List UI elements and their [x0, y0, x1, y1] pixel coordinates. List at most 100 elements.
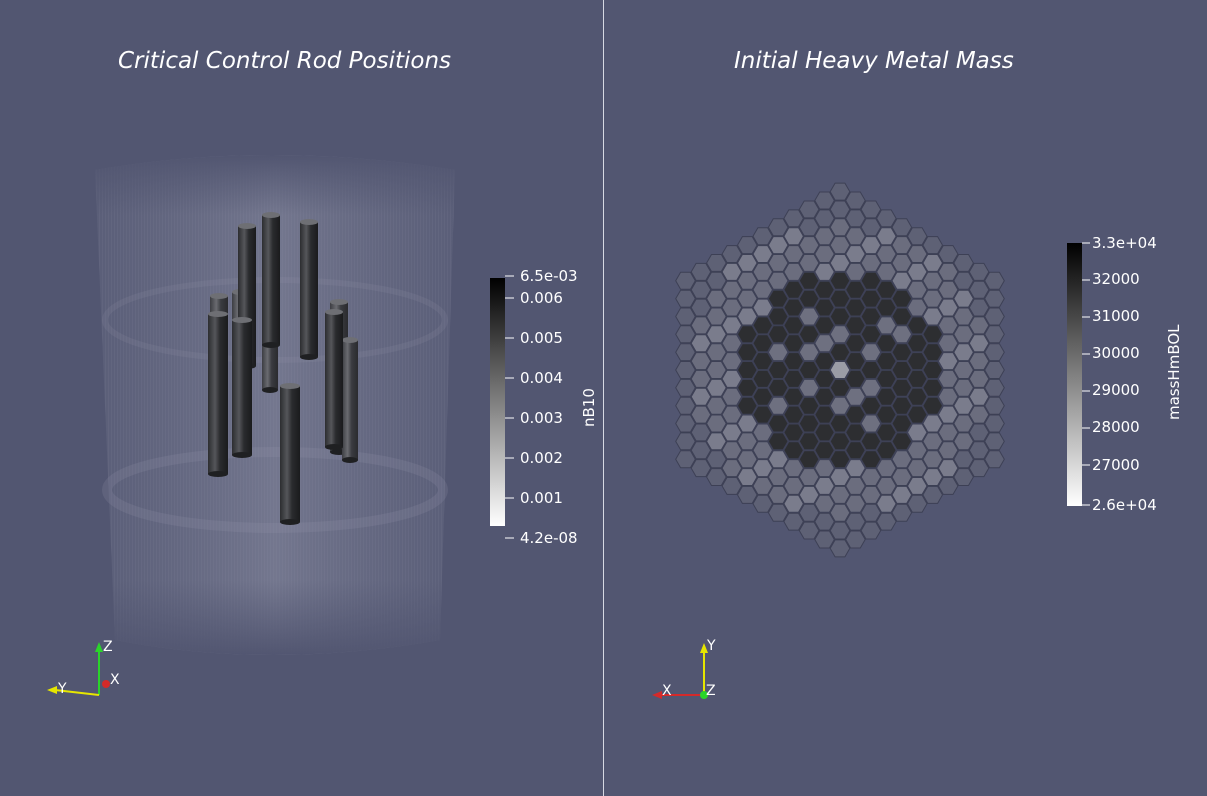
- hex-assembly: [767, 236, 789, 255]
- hex-assembly: [860, 343, 882, 362]
- hex-assembly: [891, 236, 913, 255]
- hex-assembly: [752, 280, 774, 299]
- control-rod: [280, 386, 300, 522]
- hex-assembly: [860, 432, 882, 451]
- hex-assembly: [829, 218, 851, 237]
- hex-assembly: [814, 494, 835, 513]
- nb10-tick: 0.005: [520, 329, 563, 347]
- hex-assembly: [721, 477, 743, 495]
- hex-assembly: [706, 325, 727, 344]
- hex-assembly: [767, 325, 789, 344]
- hex-assembly: [783, 512, 804, 531]
- hex-assembly: [783, 352, 804, 371]
- hex-assembly: [860, 485, 882, 504]
- hex-assembly: [798, 503, 820, 522]
- hex-assembly: [752, 369, 774, 388]
- hex-assembly: [721, 262, 743, 281]
- nb10-max-label: 6.5e-03: [520, 267, 578, 285]
- hex-assembly: [814, 441, 835, 460]
- hex-assembly: [876, 512, 897, 531]
- hex-assembly: [829, 468, 851, 486]
- hex-assembly: [675, 361, 696, 379]
- control-rod: [208, 314, 228, 474]
- left-view-title: Critical Control Rod Positions: [118, 48, 452, 74]
- hex-assembly: [984, 325, 1005, 344]
- hex-assembly: [814, 387, 835, 406]
- orientation-axes-left: [47, 642, 110, 696]
- hex-assembly: [752, 441, 774, 460]
- hex-assembly: [814, 262, 835, 281]
- hex-assembly: [876, 405, 897, 424]
- hex-assembly: [675, 414, 696, 433]
- hex-assembly: [829, 521, 851, 540]
- hex-assembly: [953, 378, 974, 397]
- hex-assembly: [876, 262, 897, 281]
- hex-assembly: [860, 361, 882, 379]
- hex-assembly: [953, 450, 974, 469]
- hex-assembly: [706, 343, 727, 362]
- hex-assembly: [736, 325, 758, 344]
- hex-assembly: [736, 450, 758, 469]
- hex-assembly: [814, 245, 835, 263]
- hex-assembly: [968, 316, 990, 335]
- right-view-title: Initial Heavy Metal Mass: [734, 48, 1014, 74]
- hex-assembly: [891, 254, 913, 272]
- hex-assembly: [860, 271, 882, 290]
- hex-assembly: [814, 512, 835, 531]
- control-rod: [300, 222, 318, 357]
- hex-assembly: [860, 325, 882, 344]
- hex-assembly: [814, 530, 835, 549]
- hex-assembly: [860, 289, 882, 308]
- hex-assembly: [937, 262, 959, 281]
- hex-assembly: [984, 307, 1005, 326]
- hex-assembly: [721, 387, 743, 406]
- hex-assembly: [721, 405, 743, 424]
- hex-assembly: [829, 414, 851, 433]
- hex-assembly: [906, 494, 928, 513]
- hex-assembly: [922, 325, 944, 344]
- hex-assembly: [891, 271, 913, 290]
- masshmbol-colorbar: [1067, 243, 1082, 506]
- hex-assembly: [752, 316, 774, 335]
- hex-assembly: [706, 254, 727, 272]
- axis-y-label: Y: [707, 638, 716, 654]
- right-render-view[interactable]: Initial Heavy Metal Mass 3.3e+04 32000 3…: [604, 0, 1207, 796]
- hex-assembly: [767, 307, 789, 326]
- hex-assembly: [829, 450, 851, 469]
- hex-assembly: [860, 307, 882, 326]
- hex-assembly: [860, 218, 882, 237]
- hex-assembly: [752, 262, 774, 281]
- hex-assembly: [876, 280, 897, 299]
- hex-assembly: [891, 289, 913, 308]
- hex-assembly: [736, 289, 758, 308]
- view-divider[interactable]: [603, 0, 604, 796]
- hex-assembly: [767, 218, 789, 237]
- hex-assembly: [876, 459, 897, 478]
- hex-assembly: [721, 423, 743, 442]
- hex-assembly: [675, 378, 696, 397]
- hex-assembly: [783, 459, 804, 478]
- hex-assembly: [690, 369, 712, 388]
- hex-assembly: [798, 396, 820, 415]
- hex-assembly: [814, 459, 835, 478]
- hex-assembly: [706, 432, 727, 451]
- control-rod-3d-render[interactable]: [0, 0, 603, 796]
- hex-assembly: [767, 254, 789, 272]
- hex-assembly: [984, 396, 1005, 415]
- heavy-metal-mass-hex-map[interactable]: [604, 0, 1207, 796]
- hex-assembly: [845, 280, 866, 299]
- hex-assembly: [968, 405, 990, 424]
- hex-assembly: [860, 503, 882, 522]
- hex-assembly: [845, 316, 866, 335]
- hex-assembly: [860, 200, 882, 219]
- hex-assembly: [860, 468, 882, 486]
- hex-assembly: [721, 298, 743, 317]
- hex-assembly: [814, 227, 835, 246]
- hex-assembly: [906, 423, 928, 442]
- hex-assembly: [752, 405, 774, 424]
- hex-assembly: [937, 352, 959, 371]
- control-rod-top: [300, 219, 318, 225]
- hex-assembly: [829, 325, 851, 344]
- hex-assembly: [845, 227, 866, 246]
- left-render-view[interactable]: Critical Control Rod Positions: [0, 0, 603, 796]
